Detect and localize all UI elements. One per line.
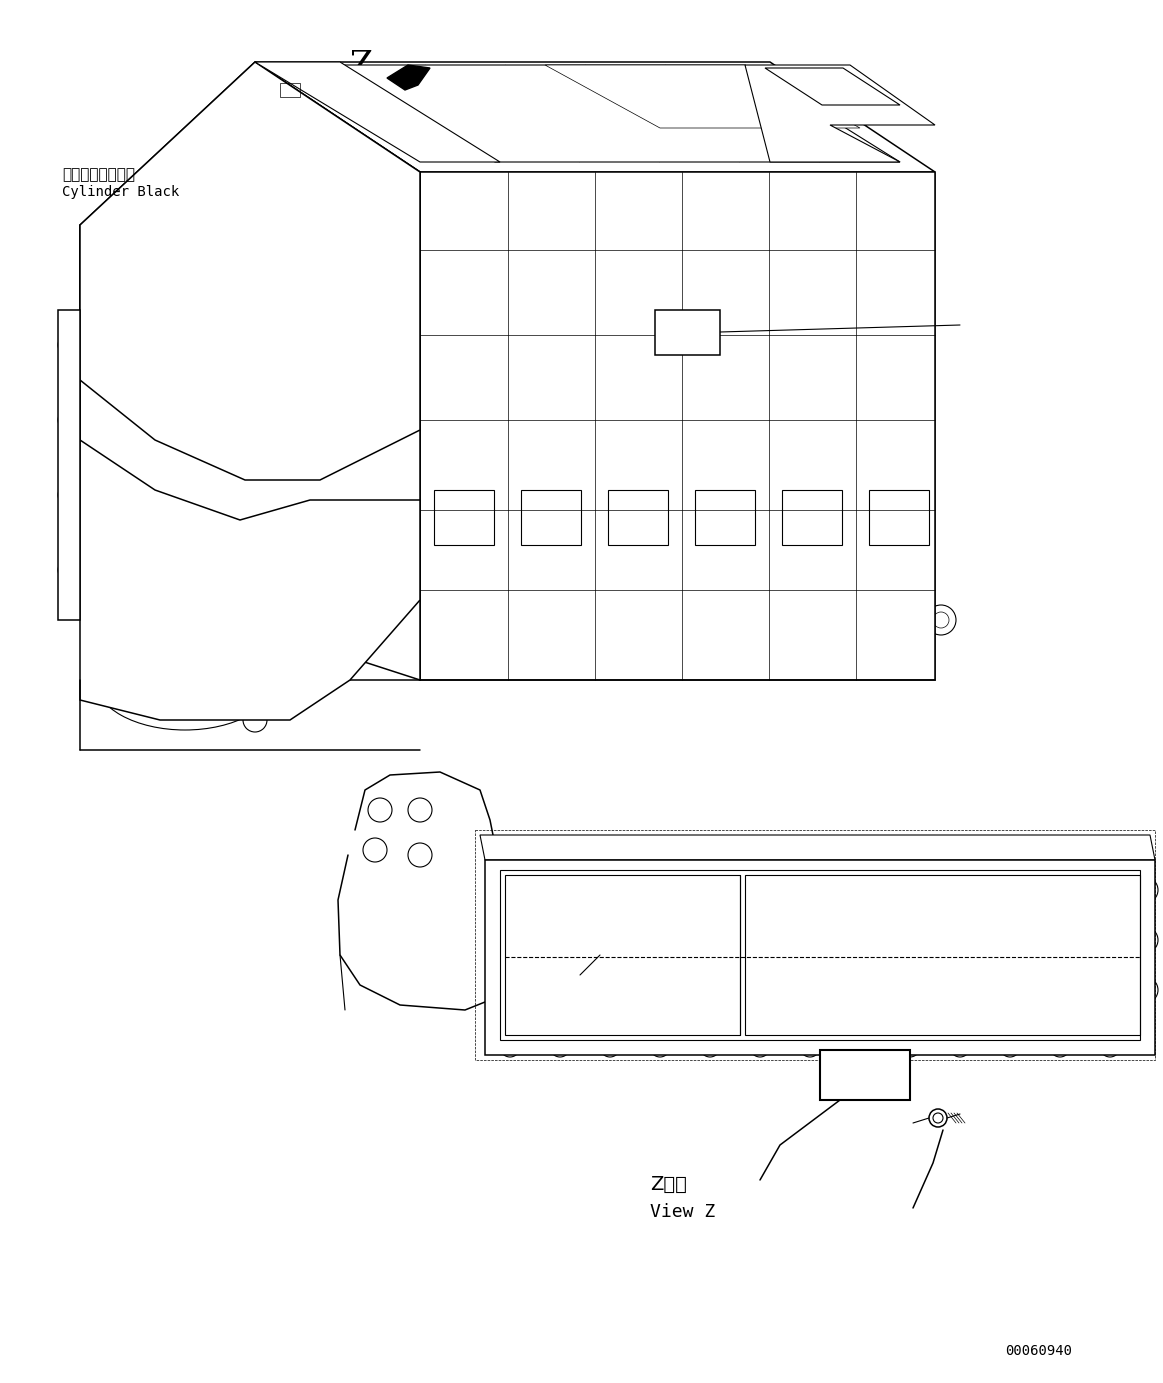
- Polygon shape: [765, 68, 900, 105]
- Polygon shape: [387, 65, 430, 90]
- Bar: [820, 1050, 909, 1099]
- Text: Z　視: Z 視: [650, 1176, 687, 1194]
- Polygon shape: [485, 860, 1155, 1055]
- Text: Z: Z: [350, 50, 373, 82]
- Bar: [521, 490, 582, 545]
- Polygon shape: [745, 65, 935, 162]
- Polygon shape: [545, 65, 859, 129]
- Text: シリンダブロック: シリンダブロック: [62, 167, 135, 183]
- Bar: [434, 490, 494, 545]
- Text: View Z: View Z: [650, 1203, 715, 1221]
- Polygon shape: [255, 62, 935, 171]
- Polygon shape: [420, 171, 935, 680]
- Text: 00060940: 00060940: [1005, 1344, 1072, 1358]
- Polygon shape: [80, 62, 420, 680]
- Polygon shape: [340, 65, 900, 162]
- Polygon shape: [80, 440, 420, 721]
- Bar: [280, 83, 300, 97]
- Polygon shape: [255, 62, 500, 162]
- Bar: [869, 490, 929, 545]
- Bar: [608, 490, 668, 545]
- Polygon shape: [480, 835, 1155, 860]
- Polygon shape: [655, 310, 720, 355]
- Bar: [782, 490, 842, 545]
- Text: Cylinder Black: Cylinder Black: [62, 185, 179, 199]
- Bar: [695, 490, 755, 545]
- Polygon shape: [80, 62, 420, 480]
- Bar: [500, 870, 1140, 1040]
- Polygon shape: [58, 310, 80, 620]
